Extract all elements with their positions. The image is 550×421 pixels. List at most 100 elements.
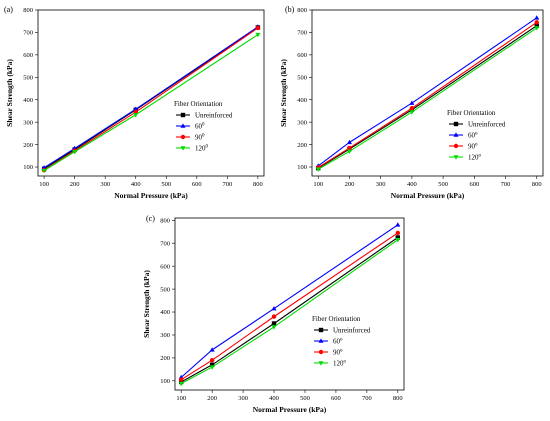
y-tick-label: 800 — [297, 7, 307, 14]
y-tick-label: 300 — [23, 119, 33, 126]
y-tick-label: 600 — [160, 263, 170, 270]
data-point — [409, 110, 415, 115]
y-tick-label: 300 — [297, 119, 307, 126]
series-line — [317, 27, 538, 170]
data-point — [409, 106, 415, 111]
x-tick-label: 100 — [176, 395, 186, 402]
data-point — [395, 222, 401, 227]
x-tick-label: 400 — [407, 181, 417, 188]
data-point — [395, 235, 401, 240]
x-tick-label: 100 — [313, 181, 323, 188]
y-tick-label: 400 — [297, 97, 307, 104]
y-tick-label: 700 — [160, 240, 170, 247]
legend-superscript: o — [340, 338, 343, 343]
plot-frame — [311, 9, 544, 177]
data-point — [178, 377, 184, 382]
x-tick-label: 600 — [469, 181, 479, 188]
y-tick-label: 700 — [297, 30, 307, 37]
x-axis-title: Normal Pressure (kPa) — [391, 191, 465, 200]
x-tick-label: 600 — [331, 395, 341, 402]
x-tick-label: 300 — [238, 395, 248, 402]
y-tick-label: 400 — [160, 309, 170, 316]
x-tick-label: 400 — [131, 181, 141, 188]
x-tick-label: 300 — [100, 181, 110, 188]
legend-marker — [180, 146, 186, 151]
x-tick-label: 200 — [70, 181, 80, 188]
legend-title: Fiber Orientation — [447, 109, 496, 117]
legend-marker — [318, 349, 324, 355]
data-point — [255, 32, 261, 38]
x-axis-title: Normal Pressure (kPa) — [253, 405, 327, 414]
y-tick-label: 200 — [160, 355, 170, 362]
legend-entry: 120o — [333, 360, 347, 368]
legend-marker — [453, 121, 459, 127]
x-tick-label: 500 — [438, 181, 448, 188]
legend-marker — [318, 338, 324, 343]
x-tick-label: 500 — [161, 181, 171, 188]
data-point — [209, 347, 215, 352]
legend-marker — [180, 123, 186, 128]
plot-frame — [174, 217, 405, 391]
chart-panel-b: (b) 100 200 300 400 500 600 700 800 100 200 300 400 5… — [279, 5, 544, 200]
legend-marker — [453, 155, 459, 160]
legend-entry: 60o — [333, 338, 343, 346]
y-tick-label: 800 — [160, 217, 170, 224]
legend-superscript: o — [340, 349, 343, 354]
x-tick-label: 600 — [192, 181, 202, 188]
legend-marker — [180, 112, 186, 118]
legend-entry: 600 — [195, 123, 205, 131]
legend-superscript: o — [344, 360, 347, 365]
data-point — [346, 139, 352, 145]
panel-label: (a) — [4, 5, 13, 14]
y-tick-label: 100 — [297, 164, 307, 171]
data-point — [534, 23, 539, 28]
data-point — [395, 230, 401, 236]
x-tick-label: 700 — [501, 181, 511, 188]
data-point — [178, 381, 184, 387]
x-tick-label: 100 — [39, 181, 49, 188]
x-tick-label: 800 — [532, 181, 542, 188]
legend-entry: 60o — [468, 132, 478, 140]
series-line — [43, 27, 259, 171]
legend-superscript: 0 — [202, 123, 205, 128]
x-tick-label: 500 — [300, 395, 310, 402]
legend-superscript: 0 — [206, 145, 209, 150]
y-tick-label: 100 — [23, 164, 33, 171]
y-tick-label: 500 — [297, 74, 307, 81]
legend-superscript: 0 — [202, 134, 205, 139]
y-axis-title: Shear Strength (kPa) — [279, 59, 288, 127]
data-point — [209, 365, 215, 370]
x-tick-label: 200 — [207, 395, 217, 402]
series-line — [317, 17, 538, 167]
series-line — [180, 232, 399, 381]
data-point — [534, 26, 540, 31]
data-point — [271, 325, 277, 330]
data-point — [534, 15, 540, 20]
x-tick-label: 700 — [222, 181, 232, 188]
x-tick-label: 700 — [362, 395, 372, 402]
series-line — [43, 27, 259, 170]
data-point — [255, 25, 261, 31]
data-point — [72, 145, 78, 151]
x-tick-label: 300 — [376, 181, 386, 188]
data-point — [41, 165, 47, 170]
legend-entry: 120o — [468, 154, 482, 162]
y-tick-label: 700 — [23, 30, 33, 37]
data-point — [133, 106, 139, 111]
chart-panel-c: (c) 100 200 300 400 500 600 700 800 100 200 300 400 5… — [142, 214, 405, 414]
y-tick-label: 500 — [160, 286, 170, 293]
y-tick-label: 600 — [297, 52, 307, 59]
series-line — [317, 21, 538, 168]
data-point — [133, 112, 139, 118]
y-tick-label: 200 — [23, 142, 33, 149]
data-point — [534, 20, 539, 25]
y-tick-label: 100 — [160, 378, 170, 385]
y-tick-label: 200 — [297, 142, 307, 149]
series-line — [43, 34, 259, 172]
data-point — [209, 357, 215, 363]
y-tick-label: 600 — [23, 52, 33, 59]
legend-marker — [180, 134, 186, 140]
legend-title: Fiber Orientation — [174, 100, 223, 108]
y-tick-label: 300 — [160, 332, 170, 339]
data-point — [41, 168, 47, 174]
